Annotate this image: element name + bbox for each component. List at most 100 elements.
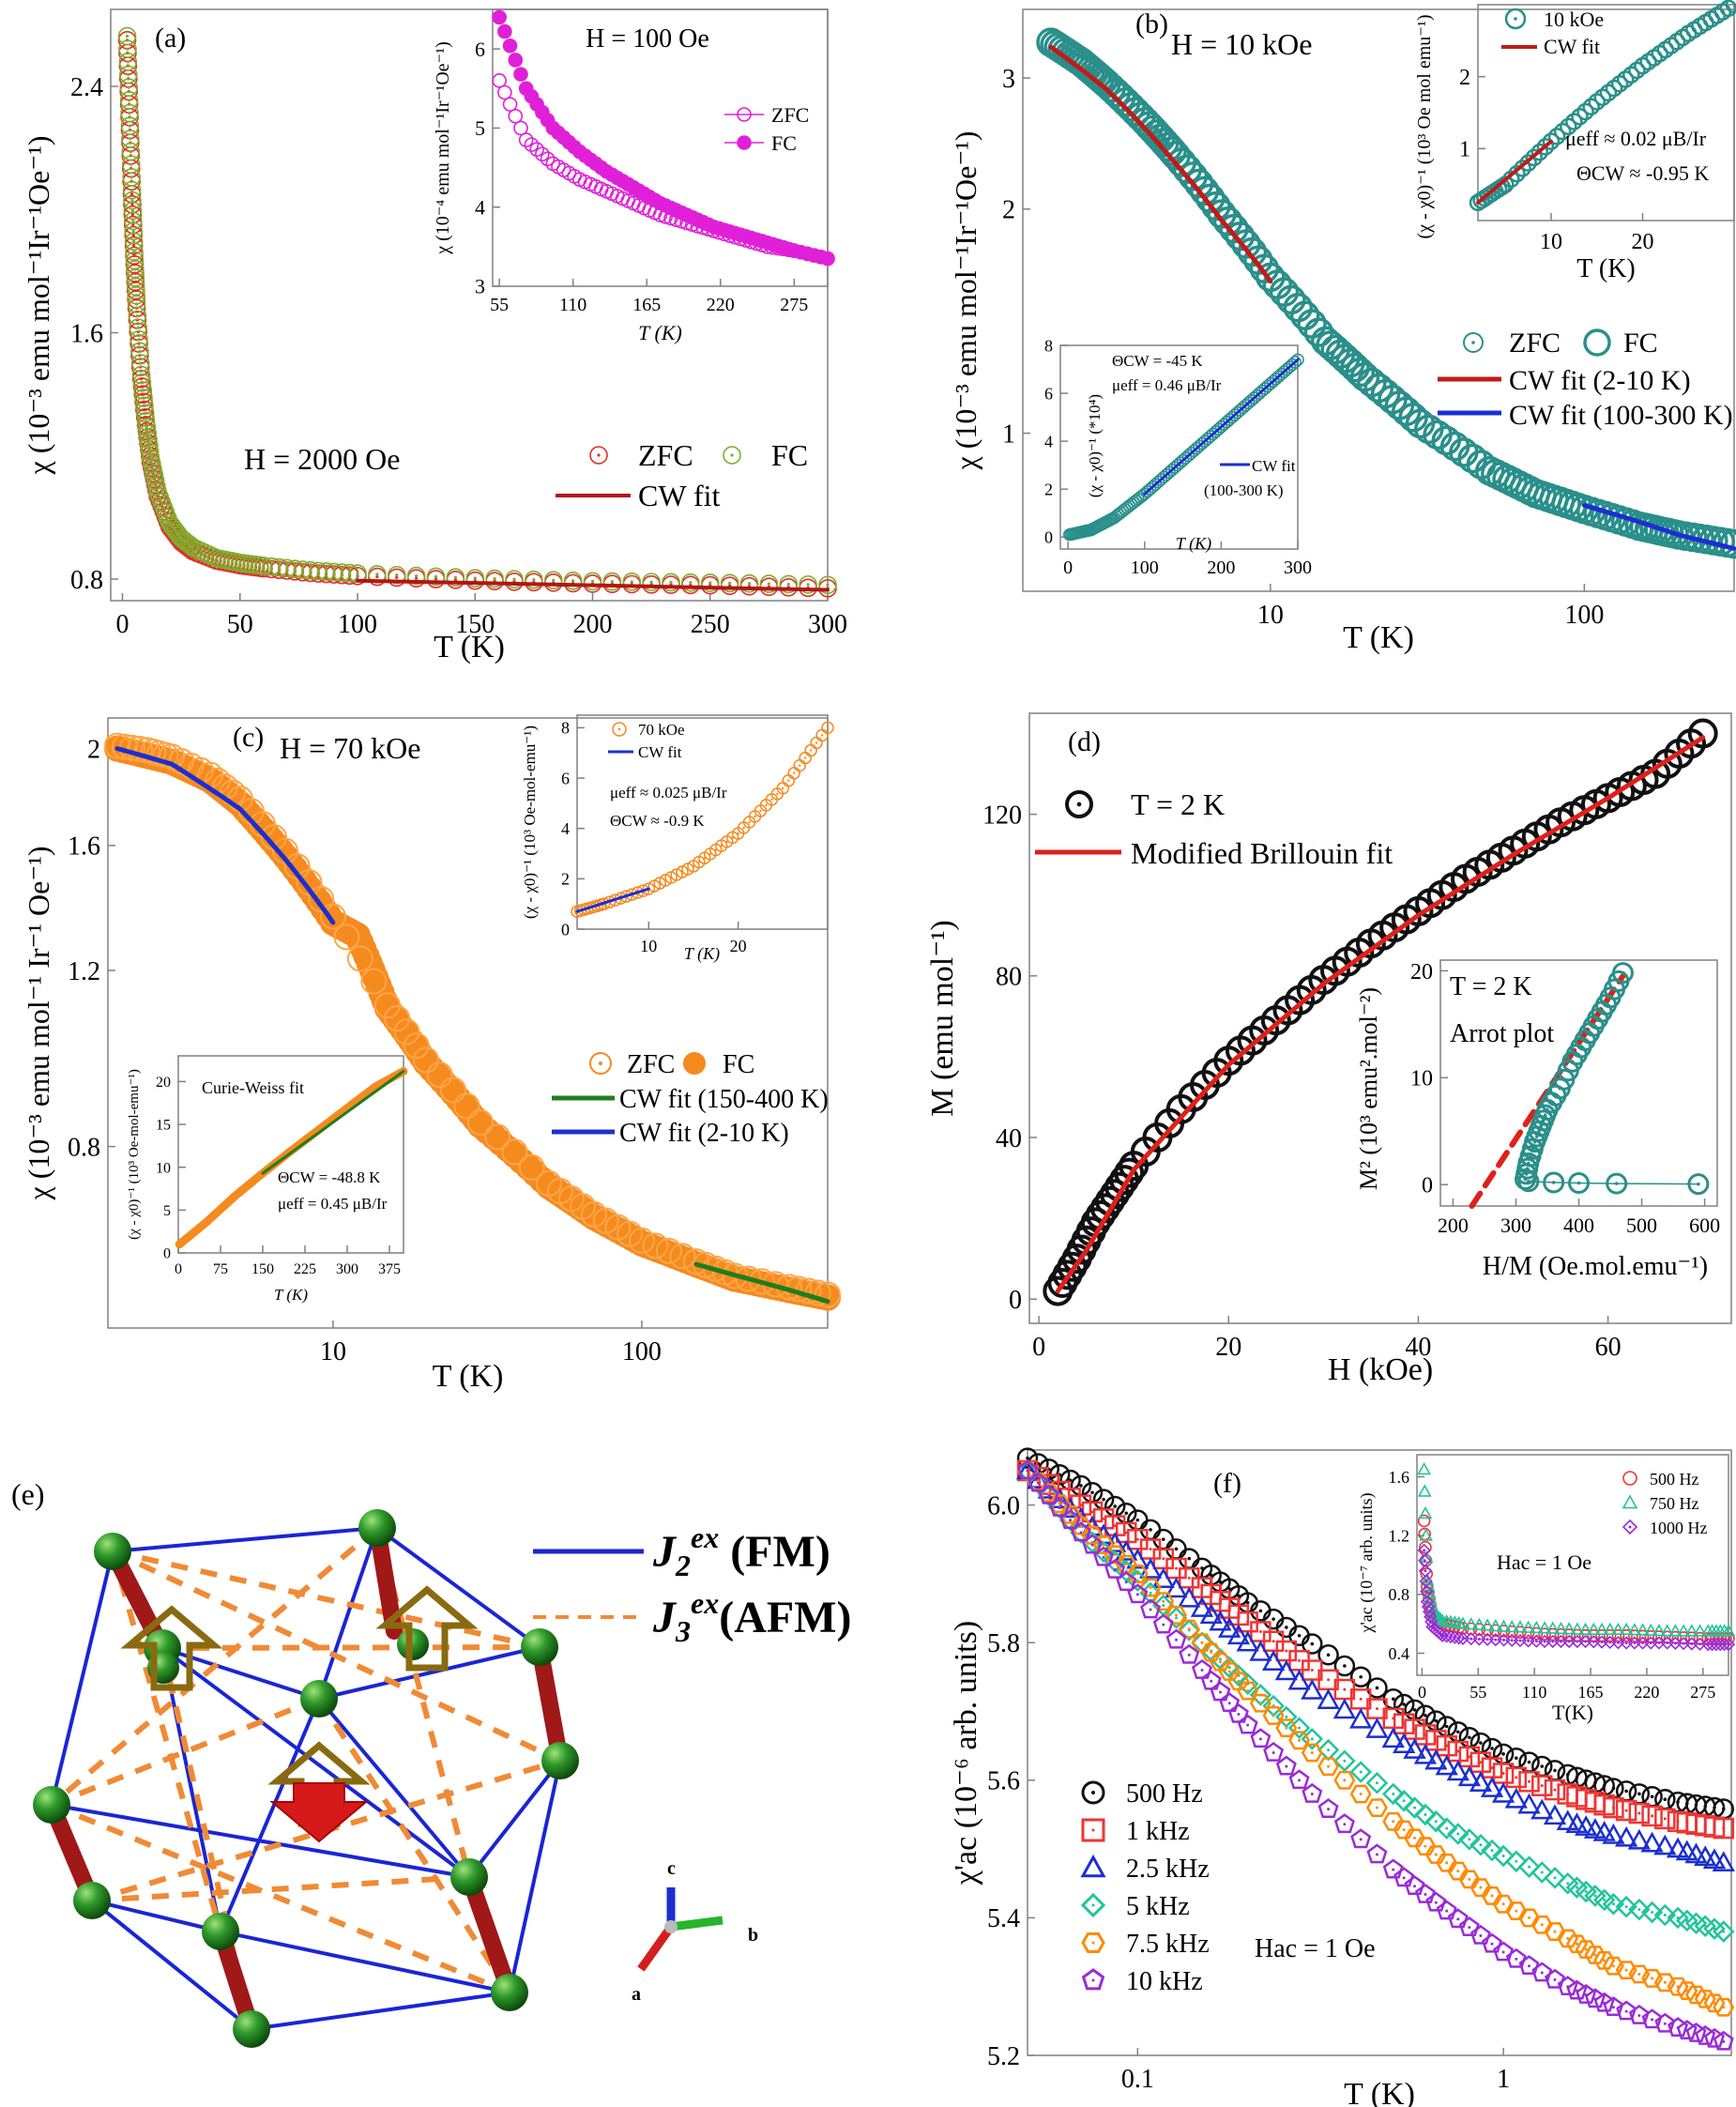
plot-frame xyxy=(1028,712,1732,1324)
data-point-center xyxy=(1246,1689,1250,1693)
data-point-center xyxy=(1343,1759,1347,1763)
data-point xyxy=(518,1153,545,1181)
fm-bond-j2 xyxy=(160,1647,222,1932)
data-point xyxy=(779,574,799,594)
data-point-center xyxy=(1245,1600,1250,1605)
data-point-center xyxy=(131,223,135,227)
data-point xyxy=(642,573,661,591)
data-point xyxy=(1165,1628,1187,1649)
data-point-center xyxy=(150,462,154,466)
data-point-center xyxy=(1310,1792,1314,1795)
data-point-center xyxy=(130,198,134,203)
data-point-center xyxy=(147,444,151,448)
data-point-center xyxy=(137,338,141,342)
data-point-center xyxy=(1698,1642,1702,1646)
data-point xyxy=(589,446,608,465)
y-tick-label: 5.8 xyxy=(987,1629,1020,1658)
y-tick-label: 1.6 xyxy=(70,319,103,348)
data-point xyxy=(1274,1659,1298,1681)
data-point xyxy=(1653,1834,1677,1855)
data-point-center xyxy=(599,1061,602,1065)
data-point xyxy=(1620,1628,1633,1642)
data-point xyxy=(1537,1621,1552,1634)
y-tick-label: 2 xyxy=(1002,196,1015,225)
data-point-center xyxy=(1343,1823,1347,1826)
data-point-center xyxy=(1079,1531,1083,1534)
data-point xyxy=(1048,1480,1071,1503)
data-point xyxy=(1016,1447,1039,1469)
panel-label: (a) xyxy=(155,23,186,53)
spin-down-arrow xyxy=(269,1782,369,1843)
data-point xyxy=(1403,1796,1426,1819)
data-point xyxy=(1081,1968,1105,1991)
data-point-center xyxy=(1575,1942,1578,1946)
x-tick-label: 110 xyxy=(559,295,586,315)
field-annotation: Hac = 1 Oe xyxy=(1255,1934,1376,1963)
data-point-center xyxy=(1375,1853,1378,1856)
data-point xyxy=(518,132,534,147)
data-point xyxy=(1237,1714,1258,1734)
data-point-center xyxy=(1258,1630,1262,1633)
data-point xyxy=(1317,1644,1339,1666)
data-point-center xyxy=(1633,1641,1637,1645)
y-tick-label: 6 xyxy=(561,769,570,787)
data-point-center xyxy=(1359,1674,1363,1679)
data-point-center xyxy=(1515,1859,1518,1863)
data-point xyxy=(1641,1805,1663,1827)
data-point-center xyxy=(1528,1865,1531,1869)
data-point-center xyxy=(770,798,773,802)
data-point-center xyxy=(125,34,129,38)
inset-y-label: (χ - χ0)⁻¹ (10³ Oe-mol-emu⁻¹) xyxy=(127,1069,142,1240)
data-point-center xyxy=(799,764,801,767)
data-point xyxy=(1209,1652,1231,1672)
data-point xyxy=(1200,1642,1223,1662)
inset-cw-fit xyxy=(575,887,650,913)
inset-frame xyxy=(177,1055,404,1254)
inset-legend-entry: 750 Hz xyxy=(1650,1494,1699,1513)
panel-label: (b) xyxy=(1135,8,1168,39)
data-point xyxy=(129,318,148,337)
data-point-center xyxy=(512,577,516,581)
data-point xyxy=(1455,1616,1470,1629)
data-point xyxy=(1382,1811,1405,1831)
data-point-center xyxy=(1047,1493,1051,1497)
data-point xyxy=(1497,1619,1511,1632)
spin-up-arrow xyxy=(375,1585,479,1672)
x-axis-label: T (K) xyxy=(1343,620,1414,655)
legend-fit-low: CW fit (2-10 K) xyxy=(619,1119,789,1148)
data-point xyxy=(118,39,137,59)
data-point xyxy=(453,1092,480,1120)
x-tick-label: 165 xyxy=(1578,1683,1604,1702)
data-point-center xyxy=(1611,1786,1616,1791)
x-tick-label: 20 xyxy=(730,937,747,955)
y-axis-label: χ (10⁻³ emu mol⁻¹ Ir⁻¹ Oe⁻¹) xyxy=(22,847,55,1201)
data-point xyxy=(1081,1818,1105,1842)
y-axis-label: M (emu mol⁻¹) xyxy=(925,920,960,1116)
data-point-center xyxy=(1468,1838,1471,1841)
y-tick-label: 8 xyxy=(1044,336,1053,355)
data-point-center xyxy=(1456,1832,1460,1836)
x-tick-label: 400 xyxy=(1563,1214,1594,1237)
data-point-center xyxy=(1628,1525,1632,1529)
x-tick-label: 75 xyxy=(213,1261,228,1277)
y-tick-label: 1 xyxy=(1002,420,1015,449)
data-point xyxy=(1492,1844,1515,1868)
fm-bond-j2 xyxy=(317,1527,379,1700)
data-point-center xyxy=(1174,1547,1179,1551)
data-point xyxy=(1654,2012,1676,2033)
data-point xyxy=(1059,1509,1081,1530)
data-point-center xyxy=(1445,1909,1449,1913)
inset-annotation-theta: ΘCW ≈ -0.95 K xyxy=(1576,161,1709,185)
data-point-center xyxy=(129,137,132,141)
data-point xyxy=(1140,1598,1162,1619)
data-point-center xyxy=(1593,1894,1597,1898)
data-point-center xyxy=(1402,1876,1406,1880)
data-point xyxy=(373,992,401,1019)
y-tick-label: 5.2 xyxy=(987,2042,1020,2071)
data-point xyxy=(1317,1798,1339,1818)
data-point-center xyxy=(776,792,779,796)
data-point xyxy=(1190,1596,1214,1617)
y-tick-label: 80 xyxy=(996,963,1022,992)
data-point-center xyxy=(1559,1640,1562,1643)
